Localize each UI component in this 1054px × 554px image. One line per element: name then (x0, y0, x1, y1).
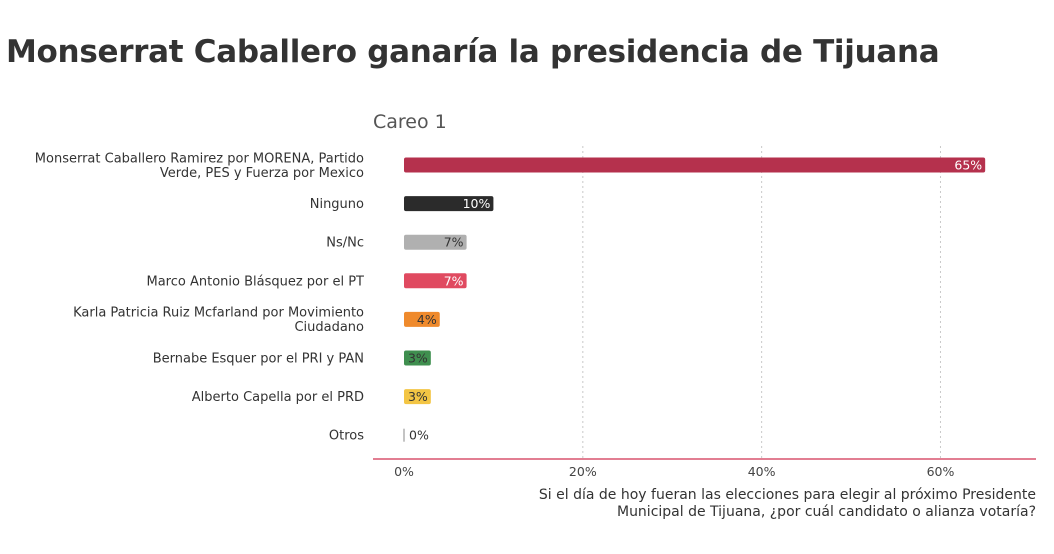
category-label: Karla Patricia Ruiz Mcfarland por Movimi… (73, 306, 364, 321)
bar-value-label: 0% (409, 428, 429, 443)
category-label: Alberto Capella por el PRD (192, 390, 364, 405)
bar (404, 389, 431, 405)
category-label: Bernabe Esquer por el PRI y PAN (153, 352, 364, 367)
bar (404, 350, 431, 366)
category-label: Verde, PES y Fuerza por Mexico (160, 166, 364, 181)
x-tick-label: 20% (569, 464, 597, 479)
chart-title: Monserrat Caballero ganaría la presidenc… (6, 34, 940, 70)
category-label: Otros (329, 429, 364, 444)
category-labels: Monserrat Caballero Ramirez por MORENA, … (35, 151, 364, 443)
x-axis: 0% 20% 40% 60% (373, 458, 1036, 479)
bar-value-label: 7% (444, 273, 464, 288)
x-axis-title-line: Municipal de Tijuana, ¿por cuál candidat… (617, 504, 1036, 520)
category-label: Monserrat Caballero Ramirez por MORENA, … (35, 151, 364, 166)
gridlines (582, 146, 941, 459)
category-label: Ciudadano (294, 320, 364, 335)
bar-value-label: 3% (408, 389, 428, 404)
chart-subtitle: Careo 1 (373, 111, 447, 133)
bar (404, 234, 467, 250)
bar (404, 273, 467, 289)
x-tick-label: 0% (394, 464, 414, 479)
bar-value-label: 3% (408, 351, 428, 366)
x-tick-label: 60% (927, 464, 955, 479)
category-label: Ns/Nc (326, 236, 364, 251)
bars: 65% 10% 7% 7% 4% 3% 3% 0% (403, 157, 986, 443)
category-label: Ninguno (310, 197, 364, 212)
x-tick-label: 40% (748, 464, 776, 479)
bar-value-label: 65% (954, 158, 982, 173)
bar (404, 157, 986, 173)
x-axis-title-line: Si el día de hoy fueran las elecciones p… (539, 487, 1036, 503)
bar-value-label: 10% (463, 196, 491, 211)
bar-value-label: 4% (417, 312, 437, 327)
bar-value-label: 7% (444, 235, 464, 250)
bar (404, 311, 440, 327)
category-label: Marco Antonio Blásquez por el PT (146, 274, 364, 289)
bar (404, 196, 494, 212)
x-axis-title: Si el día de hoy fueran las elecciones p… (539, 487, 1036, 520)
